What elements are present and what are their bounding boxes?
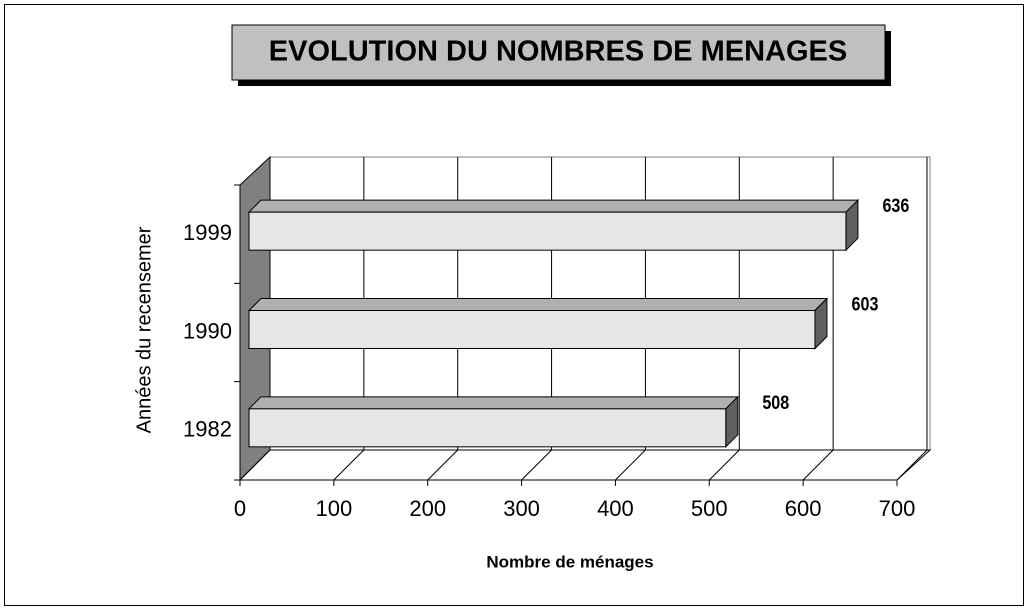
floor-grid-line <box>427 449 459 481</box>
x-tick-label: 600 <box>785 496 822 521</box>
floor-grid-line <box>802 449 834 481</box>
x-tick-label: 200 <box>409 496 446 521</box>
y-axis-label: Années du recensemer <box>133 226 155 433</box>
floor-grid-line <box>896 449 928 481</box>
x-tick-label: 300 <box>503 496 540 521</box>
floor-grid-line <box>708 449 740 481</box>
bar <box>248 408 727 448</box>
bar-top <box>247 298 829 311</box>
floor-grid-line <box>239 449 271 481</box>
bar <box>248 310 816 349</box>
x-tick-label: 700 <box>879 496 916 521</box>
bar <box>248 211 847 251</box>
value-label: 603 <box>851 293 878 315</box>
bar-top <box>247 396 740 410</box>
y-tick-label: 1990 <box>183 318 232 343</box>
x-tick-label: 400 <box>597 496 634 521</box>
chart-title: EVOLUTION DU NOMBRES DE MENAGES <box>269 36 847 68</box>
value-label: 508 <box>762 392 789 414</box>
x-tick-label: 0 <box>234 496 246 521</box>
floor-grid-line <box>615 449 646 481</box>
x-tick-label: 100 <box>315 496 352 521</box>
title-box <box>231 24 886 81</box>
x-tick-label: 500 <box>691 496 728 521</box>
floor-grid-line <box>521 449 552 481</box>
floor-grid-line <box>333 449 365 481</box>
y-tick-label: 1982 <box>183 417 232 442</box>
y-tick-label: 1999 <box>183 220 232 245</box>
x-axis-label: Nombre de ménages <box>486 552 653 571</box>
floor <box>238 449 932 481</box>
value-label: 636 <box>882 195 909 217</box>
bar-top <box>247 199 860 213</box>
